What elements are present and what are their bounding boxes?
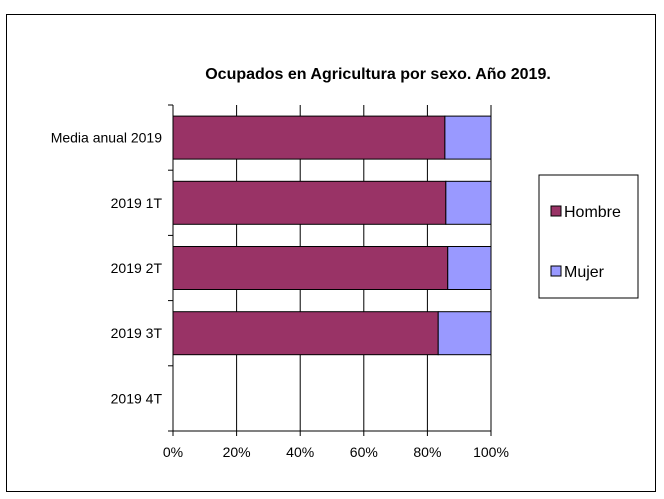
x-tick-label: 40% (286, 444, 314, 460)
legend-box (538, 174, 639, 299)
bar-mujer (447, 246, 492, 290)
category-label: 2019 4T (111, 390, 163, 406)
category-label: Media anual 2019 (51, 130, 163, 146)
x-tick-label: 60% (350, 444, 378, 460)
category-label: 2019 3T (111, 325, 163, 341)
category-label: 2019 2T (111, 260, 163, 276)
bar-mujer (437, 311, 492, 356)
legend-label-hombre: Hombre (564, 204, 621, 221)
bars (172, 115, 492, 356)
x-tick-label: 80% (413, 444, 441, 460)
bar-hombre (172, 246, 449, 290)
legend-swatch-mujer (550, 265, 562, 277)
x-tick-label: 20% (223, 444, 251, 460)
legend-swatch-hombre (550, 205, 562, 217)
axes (168, 104, 492, 436)
category-label: 2019 1T (111, 195, 163, 211)
legend-label-mujer: Mujer (564, 264, 605, 281)
chart-title: Ocupados en Agricultura por sexo. Año 20… (205, 66, 551, 83)
category-labels: Media anual 2019 2019 1T 2019 2T 2019 3T 201… (51, 130, 163, 407)
bar-mujer (444, 115, 492, 160)
bar-hombre (172, 180, 447, 225)
legend: Hombre Mujer (538, 174, 639, 299)
x-tick-labels: 0% 20% 40% 60% 80% 100% (163, 444, 509, 460)
bar-mujer (445, 180, 492, 225)
bar-hombre (172, 311, 439, 356)
bar-hombre (172, 115, 446, 160)
x-tick-label: 100% (473, 444, 509, 460)
x-tick-label: 0% (163, 444, 183, 460)
